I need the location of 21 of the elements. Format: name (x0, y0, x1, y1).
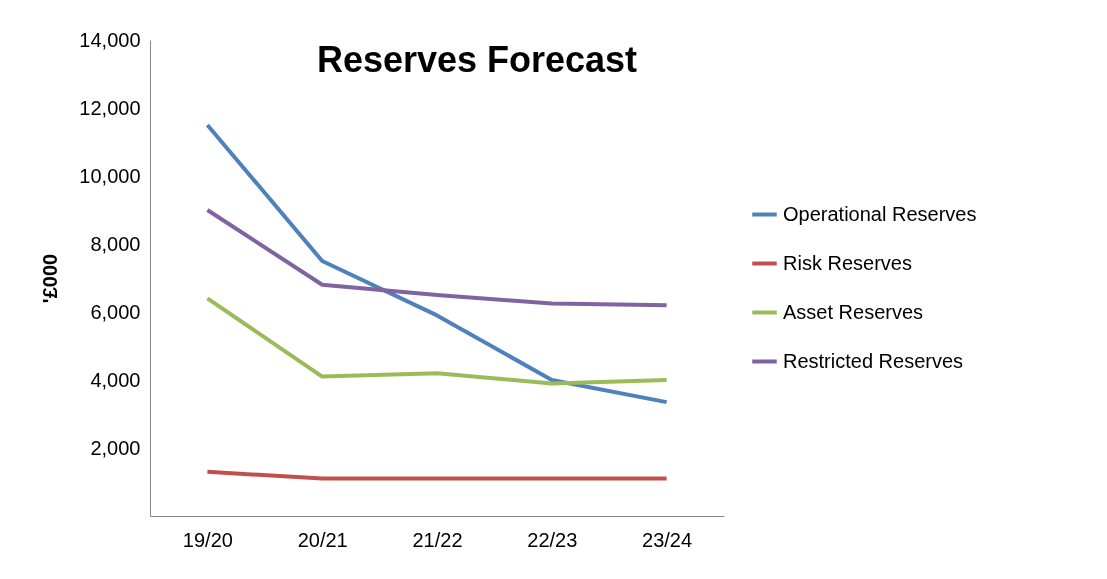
line-series (205, 123, 669, 405)
x-tick-label: 20/21 (297, 528, 348, 551)
x-tick-label: 19/20 (182, 528, 233, 551)
legend-label: Asset Reserves (783, 300, 924, 323)
y-tick-label: 14,000 (79, 28, 141, 51)
y-tick-label: 4,000 (90, 368, 141, 391)
line-series (205, 208, 669, 308)
chart-title: Reserves Forecast (316, 39, 638, 80)
y-tick-label: 8,000 (90, 232, 141, 255)
y-axis-title: '£000 (39, 253, 62, 304)
y-tick-label: 12,000 (79, 96, 141, 119)
x-tick-label: 21/22 (412, 528, 463, 551)
legend-label: Risk Reserves (783, 251, 912, 274)
x-tick-label: 22/23 (527, 528, 578, 551)
line-series (205, 296, 669, 386)
y-tick-label: 2,000 (90, 436, 141, 459)
x-tick-label: 23/24 (642, 528, 693, 551)
y-tick-label: 10,000 (79, 164, 141, 187)
legend-label: Operational Reserves (783, 202, 977, 225)
y-tick-label: 6,000 (90, 300, 141, 323)
legend-label: Restricted Reserves (783, 349, 964, 372)
